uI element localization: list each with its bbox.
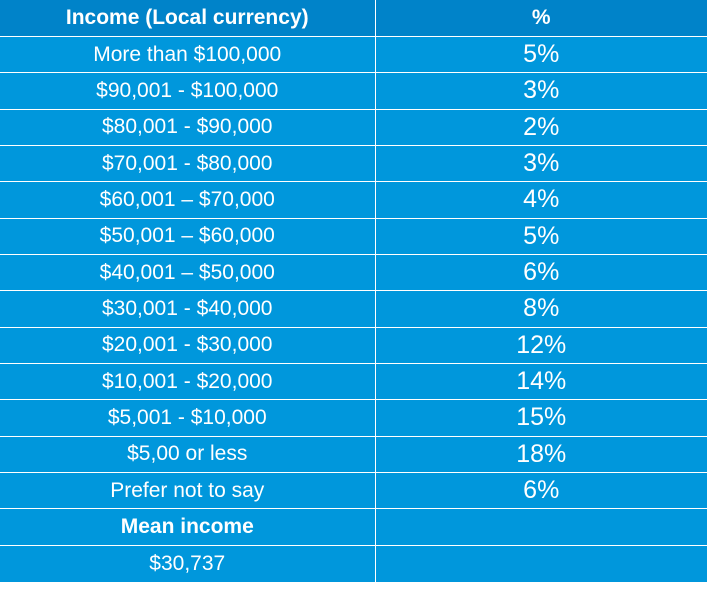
income-range-cell: $40,001 – $50,000 <box>0 253 376 292</box>
income-range-cell: Prefer not to say <box>0 471 376 510</box>
header-percent: % <box>374 0 707 37</box>
table-row: $80,001 - $90,000 2% <box>0 108 707 146</box>
income-range-cell: $20,001 - $30,000 <box>0 326 376 364</box>
table-row: $5,001 - $10,000 15% <box>0 399 707 437</box>
percent-cell: 6% <box>374 253 707 292</box>
table-row: More than $100,000 5% <box>0 35 707 74</box>
percent-cell: 3% <box>374 144 707 183</box>
income-range-cell: $70,001 - $80,000 <box>0 144 376 183</box>
table-row: $60,001 – $70,000 4% <box>0 181 707 219</box>
table-row: $70,001 - $80,000 3% <box>0 144 707 183</box>
table-row: $50,001 – $60,000 5% <box>0 217 707 255</box>
percent-cell: 18% <box>374 435 707 473</box>
header-income: Income (Local currency) <box>0 0 376 37</box>
income-range-cell: $60,001 – $70,000 <box>0 181 376 219</box>
income-range-cell: $10,001 - $20,000 <box>0 362 376 401</box>
income-table: Income (Local currency) % More than $100… <box>0 0 707 582</box>
percent-cell: 12% <box>374 326 707 364</box>
table-row: $90,001 - $100,000 3% <box>0 72 707 110</box>
income-range-cell: $90,001 - $100,000 <box>0 72 376 110</box>
table-row: Prefer not to say 6% <box>0 471 707 510</box>
income-range-cell: $5,00 or less <box>0 435 376 473</box>
mean-income-value-row: $30,737 <box>0 544 707 582</box>
percent-cell: 15% <box>374 399 707 437</box>
percent-cell: 8% <box>374 290 707 328</box>
table-row: $5,00 or less 18% <box>0 435 707 473</box>
income-range-cell: $50,001 – $60,000 <box>0 217 376 255</box>
income-range-cell: $30,001 - $40,000 <box>0 290 376 328</box>
empty-cell <box>374 544 707 582</box>
percent-cell: 3% <box>374 72 707 110</box>
mean-income-label: Mean income <box>0 508 376 546</box>
mean-income-value: $30,737 <box>0 544 376 582</box>
income-range-cell: $5,001 - $10,000 <box>0 399 376 437</box>
mean-income-label-row: Mean income <box>0 508 707 546</box>
table-row: $30,001 - $40,000 8% <box>0 290 707 328</box>
percent-cell: 5% <box>374 35 707 74</box>
income-range-cell: $80,001 - $90,000 <box>0 108 376 146</box>
empty-cell <box>374 508 707 546</box>
percent-cell: 6% <box>374 471 707 510</box>
header-row: Income (Local currency) % <box>0 0 707 37</box>
percent-cell: 5% <box>374 217 707 255</box>
percent-cell: 2% <box>374 108 707 146</box>
table-row: $10,001 - $20,000 14% <box>0 362 707 401</box>
table-row: $40,001 – $50,000 6% <box>0 253 707 292</box>
table-row: $20,001 - $30,000 12% <box>0 326 707 364</box>
percent-cell: 4% <box>374 181 707 219</box>
income-range-cell: More than $100,000 <box>0 35 376 74</box>
percent-cell: 14% <box>374 362 707 401</box>
